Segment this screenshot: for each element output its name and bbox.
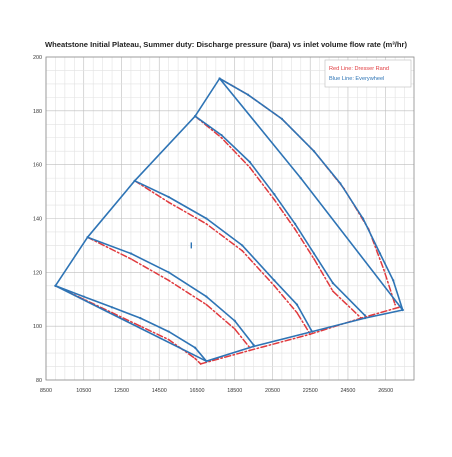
data-point-dresser-rand — [139, 325, 142, 328]
data-point-everywheel — [312, 150, 316, 153]
data-point-everywheel — [246, 93, 250, 96]
data-point-dresser-rand — [220, 136, 223, 139]
data-point-everywheel — [378, 252, 382, 255]
data-point-dresser-rand — [205, 222, 208, 225]
data-point-everywheel — [129, 252, 133, 255]
data-point-dresser-rand — [248, 166, 251, 169]
data-point-everywheel — [310, 330, 314, 333]
data-point-everywheel — [392, 279, 395, 282]
data-point-everywheel — [295, 303, 299, 306]
data-point-everywheel — [133, 179, 136, 182]
data-point-dresser-rand — [205, 303, 208, 306]
data-point-dresser-rand — [309, 333, 312, 336]
x-tick-label: 14500 — [152, 388, 167, 394]
data-point-dresser-rand — [382, 268, 385, 271]
data-point-everywheel — [167, 330, 170, 333]
x-tick-label: 26500 — [378, 388, 393, 394]
data-point-everywheel — [54, 284, 57, 287]
data-point-dresser-rand — [167, 279, 170, 282]
x-tick-label: 20500 — [265, 388, 280, 394]
data-point-dresser-rand — [130, 257, 132, 260]
x-tick-label: 22500 — [303, 388, 318, 394]
data-point-everywheel — [205, 217, 208, 220]
data-point-dresser-rand — [394, 303, 397, 306]
data-point-everywheel — [363, 316, 367, 320]
x-tick-label: 8500 — [40, 388, 52, 394]
x-tick-label: 12500 — [114, 388, 129, 394]
legend-entry-dresser-rand: Red Line: Dresser Rand — [329, 66, 389, 72]
data-point-everywheel — [205, 360, 208, 363]
data-point-everywheel — [193, 346, 197, 349]
data-point-dresser-rand — [194, 357, 196, 360]
legend-entry-everywheel: Blue Line: Everywheel — [329, 76, 384, 82]
data-point-everywheel — [167, 195, 170, 199]
data-point-everywheel — [218, 77, 221, 80]
x-tick-label: 10500 — [76, 388, 91, 394]
y-tick-label: 120 — [33, 270, 42, 276]
data-point-everywheel — [241, 244, 244, 247]
data-point-everywheel — [233, 319, 236, 322]
data-point-everywheel — [167, 271, 170, 274]
series-line-dresser-rand — [86, 236, 251, 349]
legend-box — [324, 59, 412, 88]
data-point-everywheel — [294, 222, 297, 225]
data-point-everywheel — [86, 236, 89, 239]
data-point-dresser-rand — [331, 290, 334, 293]
x-tick-label: 24500 — [340, 388, 355, 394]
data-point-everywheel — [273, 193, 276, 196]
data-point-dresser-rand — [273, 284, 276, 287]
legend: Red Line: Dresser Rand Blue Line: Everyw… — [324, 59, 412, 88]
data-point-everywheel — [312, 252, 316, 255]
y-tick-label: 160 — [33, 163, 42, 169]
series-lines — [54, 77, 404, 365]
data-point-everywheel — [220, 133, 223, 137]
x-axis-ticks: 8500 10500 12500 14500 16500 18500 20500 22500 2… — [40, 388, 393, 394]
series-line-everywheel — [54, 284, 208, 363]
data-point-dresser-rand — [241, 249, 244, 252]
series-line-everywheel — [194, 115, 366, 317]
data-point-dresser-rand — [248, 349, 251, 352]
data-point-everywheel — [110, 306, 114, 309]
data-point-everywheel — [248, 160, 251, 164]
data-point-everywheel — [252, 345, 255, 348]
y-axis-ticks: 80 100 120 140 160 180 200 — [33, 55, 42, 384]
y-tick-label: 200 — [33, 55, 42, 61]
data-point-dresser-rand — [273, 198, 276, 201]
data-point-everywheel — [273, 279, 276, 282]
data-point-everywheel — [339, 182, 342, 185]
data-point-everywheel — [299, 177, 302, 180]
data-point-everywheel — [363, 314, 367, 317]
x-tick-label: 18500 — [227, 388, 242, 394]
data-point-everywheel — [205, 295, 208, 298]
x-tick-label: 16500 — [189, 388, 204, 394]
y-tick-label: 140 — [33, 217, 42, 223]
y-tick-label: 80 — [36, 378, 42, 384]
data-point-everywheel — [401, 308, 404, 312]
y-tick-label: 100 — [33, 324, 42, 330]
data-point-everywheel — [331, 282, 334, 285]
data-point-dresser-rand — [296, 311, 298, 314]
data-point-everywheel — [82, 295, 85, 298]
chart-title: Wheatstone Initial Plateau, Summer duty:… — [45, 40, 408, 49]
data-point-dresser-rand — [199, 362, 202, 365]
y-tick-label: 180 — [33, 109, 42, 115]
data-point-dresser-rand — [313, 257, 315, 260]
data-point-dresser-rand — [233, 327, 236, 330]
data-point-everywheel — [361, 217, 365, 220]
data-point-everywheel — [139, 316, 142, 320]
plot-border — [45, 56, 415, 381]
data-point-dresser-rand — [167, 201, 170, 204]
data-point-dresser-rand — [294, 228, 297, 231]
data-point-everywheel — [280, 117, 283, 121]
series-line-everywheel — [86, 236, 255, 346]
series-line-dresser-rand — [194, 115, 362, 319]
data-point-dresser-rand — [167, 338, 170, 341]
data-point-everywheel — [193, 115, 197, 118]
